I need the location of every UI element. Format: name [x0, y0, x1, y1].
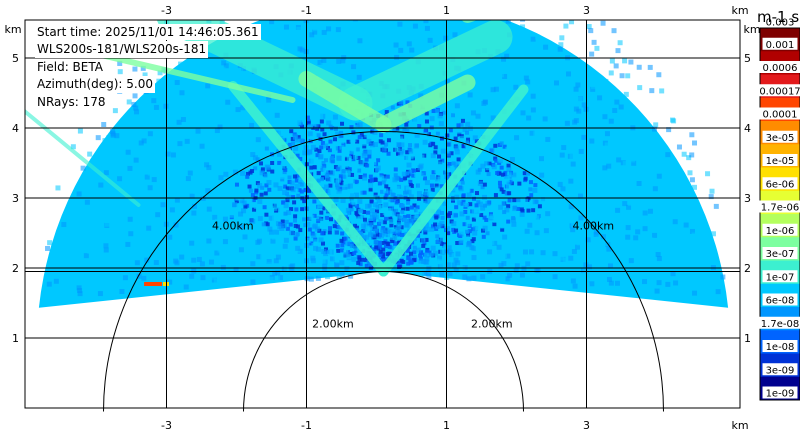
grid	[24, 19, 741, 409]
colorbar-label: 1e-07	[766, 272, 795, 283]
x-axis-label-top: km	[731, 4, 748, 17]
y-tick-label-left: 1	[12, 332, 19, 345]
band-right	[338, 20, 513, 121]
field-label: Field: BETA	[35, 58, 105, 76]
range-ring	[243, 271, 524, 412]
x-tick-label-bottom: 3	[583, 419, 590, 432]
y-tick-label-left: 4	[12, 122, 19, 135]
y-tick-label-right: 4	[744, 122, 751, 135]
colorbar-title: m-1 sr-1	[757, 8, 800, 26]
y-tick-label-left: 5	[12, 52, 19, 65]
colorbar-label: 0.001	[766, 40, 795, 51]
x-tick-label-bottom: -1	[301, 419, 312, 432]
y-tick-label-right: 2	[744, 262, 751, 275]
colorbar-frame	[759, 27, 800, 401]
colorbar-label: 0.0006	[763, 63, 798, 74]
colorbar-label: 1e-08	[766, 342, 795, 353]
azimuth-label: Azimuth(deg): 5.00	[35, 76, 156, 93]
instrument-label: WLS200s-181/WLS200s-181	[35, 41, 209, 58]
scan-info: Start time: 2025/11/01 14:46:05.361 WLS2…	[35, 24, 261, 111]
range-ring	[103, 131, 664, 412]
y-tick-label-left: 3	[12, 192, 19, 205]
range-rings: 2.00km 4.00km 2.00km 4.00km	[103, 131, 664, 412]
x-tick-label-top: 3	[583, 4, 590, 17]
range-ring-label: 2.00km	[471, 318, 513, 331]
x-tick-label-bottom: 1	[443, 419, 450, 432]
beta-field	[25, 20, 740, 408]
layer-left	[228, 81, 389, 277]
y-axis-label-left: km	[4, 23, 21, 36]
colorbar-label: 1.7e-08	[761, 319, 799, 330]
colorbar-top-label: 0.003	[766, 18, 795, 29]
y-axis-label-right: km	[743, 23, 760, 36]
layer-right	[378, 84, 529, 277]
colorbar-label: 0.00017	[759, 86, 800, 97]
hot-spot	[144, 282, 163, 286]
range-ring-label: 2.00km	[312, 318, 354, 331]
range-ring-label: 4.00km	[212, 220, 254, 233]
instrument-blank	[373, 278, 387, 293]
colorbar-label: 3e-05	[766, 133, 795, 144]
x-tick-label-top: -1	[301, 4, 312, 17]
x-axis-label-bottom: km	[731, 419, 748, 432]
colorbar-label: 3e-07	[766, 249, 795, 260]
nrays-label: NRays: 178	[35, 93, 108, 111]
y-tick-label-right: 3	[744, 192, 751, 205]
axes-frame	[24, 19, 741, 409]
y-tick-label-right: 5	[744, 52, 751, 65]
colorbar-label: 0.0001	[763, 110, 798, 121]
start-time-label: Start time: 2025/11/01 14:46:05.361	[35, 24, 261, 41]
colorbar-label: 6e-06	[766, 179, 795, 190]
colorbar-label: 6e-08	[766, 296, 795, 307]
y-tick-label-right: 1	[744, 332, 751, 345]
y-tick-label-left: 2	[12, 262, 19, 275]
scan-fan	[38, 20, 729, 308]
colorbar-label: 1.7e-06	[761, 203, 799, 214]
colorbar-label: 1e-09	[766, 389, 795, 400]
colorbar-label: 3e-09	[766, 365, 795, 376]
colorbar-label: 1e-05	[766, 156, 795, 167]
x-tick-label-top: -3	[161, 4, 172, 17]
axis-ticks: -3 -3 -1 -1 1 1 3 3 1 1 2 2 3 3 4 4 5 5 km km km km	[4, 4, 760, 432]
colorbar: 0.003 0.001 0.0006 0.00017 0.0001 3e-05 1e-05 6…	[756, 15, 800, 401]
range-ring-label: 4.00km	[573, 220, 615, 233]
x-tick-label-bottom: -3	[161, 419, 172, 432]
x-tick-label-top: 1	[443, 4, 450, 17]
colorbar-label: 1e-06	[766, 226, 795, 237]
